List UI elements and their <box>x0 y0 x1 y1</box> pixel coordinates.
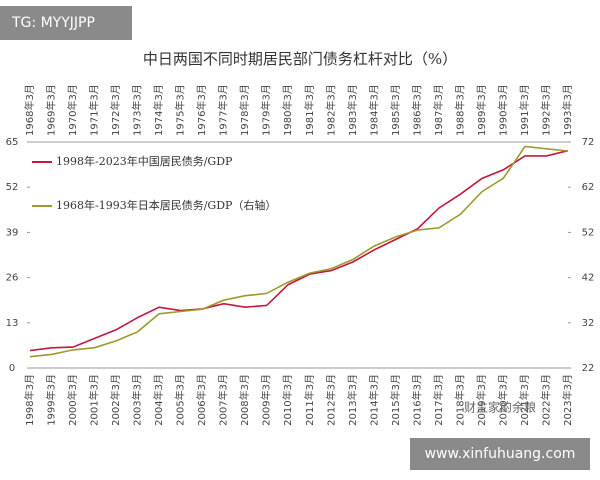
series-line <box>29 145 569 358</box>
top-tick-label: 1975年3月 <box>174 84 187 136</box>
top-tick-label: 1981年3月 <box>303 84 316 136</box>
x-tick-label: 2016年3月 <box>410 374 423 426</box>
top-tick-label: 1976年3月 <box>195 84 208 136</box>
x-tick-label: 2017年3月 <box>432 374 445 426</box>
x-tick-label: 2022年3月 <box>539 374 552 426</box>
y2-tick-label: 72 <box>582 137 595 148</box>
x-tick-label: 2005年3月 <box>174 374 187 426</box>
top-tick-label: 1988年3月 <box>453 84 466 136</box>
top-tick-label: 1972年3月 <box>109 84 122 136</box>
top-tick-label: 1991年3月 <box>518 84 531 136</box>
top-tick-label: 1986年3月 <box>410 84 423 136</box>
top-tick-label: 1977年3月 <box>217 84 230 136</box>
watermark: www.xinfuhuang.com <box>425 446 576 462</box>
watermark-box <box>410 438 590 470</box>
watermark: 财主家的余粮 <box>464 400 536 415</box>
x-tick-label: 2019年3月 <box>475 374 488 426</box>
x-tick-label: 2007年3月 <box>217 374 230 426</box>
legend-label: 1968年-1993年日本居民债务/GDP（右轴） <box>56 198 276 212</box>
x-tick-label: 2013年3月 <box>346 374 359 426</box>
x-tick-label: 1999年3月 <box>45 374 58 426</box>
top-tick-label: 1993年3月 <box>561 84 574 136</box>
top-tick-label: 1984年3月 <box>367 84 380 136</box>
x-tick-label: 2023年3月 <box>561 374 574 426</box>
x-tick-label: 2020年3月 <box>496 374 509 426</box>
y2-tick-label: 32 <box>582 318 595 329</box>
y-tick-label: 65 <box>6 137 19 148</box>
y2-tick-label: 62 <box>582 182 595 193</box>
x-tick-label: 2021年3月 <box>518 374 531 426</box>
top-tick-label: 1978年3月 <box>238 84 251 136</box>
top-tick-label: 1974年3月 <box>152 84 165 136</box>
x-tick-label: 2014年3月 <box>367 374 380 426</box>
x-tick-label: 2004年3月 <box>152 374 165 426</box>
y-tick-label: 26 <box>6 273 19 284</box>
watermark: TG: MYYJJPP <box>11 15 95 31</box>
x-tick-label: 2018年3月 <box>453 374 466 426</box>
x-tick-label: 2003年3月 <box>131 374 144 426</box>
x-tick-label: 2006年3月 <box>195 374 208 426</box>
x-tick-label: 2001年3月 <box>88 374 101 426</box>
x-tick-label: 2002年3月 <box>109 374 122 426</box>
top-tick-label: 1985年3月 <box>389 84 402 136</box>
y-tick-label: 52 <box>6 182 19 193</box>
y2-tick-label: 42 <box>582 273 595 284</box>
x-tick-label: 2012年3月 <box>324 374 337 426</box>
x-tick-label: 2009年3月 <box>260 374 273 426</box>
top-tick-label: 1987年3月 <box>432 84 445 136</box>
top-tick-label: 1980年3月 <box>281 84 294 136</box>
top-tick-label: 1970年3月 <box>66 84 79 136</box>
top-tick-label: 1982年3月 <box>324 84 337 136</box>
top-tick-label: 1992年3月 <box>539 84 552 136</box>
series-line <box>29 149 569 352</box>
top-tick-label: 1989年3月 <box>475 84 488 136</box>
x-tick-label: 2011年3月 <box>303 374 316 426</box>
top-tick-label: 1969年3月 <box>45 84 58 136</box>
top-tick-label: 1971年3月 <box>88 84 101 136</box>
y2-tick-label: 22 <box>582 363 595 374</box>
x-tick-label: 2008年3月 <box>238 374 251 426</box>
x-tick-label: 2000年3月 <box>66 374 79 426</box>
x-tick-label: 2010年3月 <box>281 374 294 426</box>
top-tick-label: 1979年3月 <box>260 84 273 136</box>
x-tick-label: 2015年3月 <box>389 374 402 426</box>
legend-label: 1998年-2023年中国居民债务/GDP <box>56 154 233 168</box>
y-tick-label: 0 <box>9 363 15 374</box>
y-tick-label: 13 <box>6 318 19 329</box>
top-tick-label: 1990年3月 <box>496 84 509 136</box>
top-tick-label: 1973年3月 <box>131 84 144 136</box>
top-tick-label: 1968年3月 <box>23 84 36 136</box>
y2-tick-label: 52 <box>582 227 595 238</box>
x-tick-label: 1998年3月 <box>23 374 36 426</box>
watermark-box <box>0 6 132 40</box>
y-tick-label: 39 <box>6 227 19 238</box>
top-tick-label: 1983年3月 <box>346 84 359 136</box>
chart-title: 中日两国不同时期居民部门债务杠杆对比（%） <box>143 50 457 68</box>
